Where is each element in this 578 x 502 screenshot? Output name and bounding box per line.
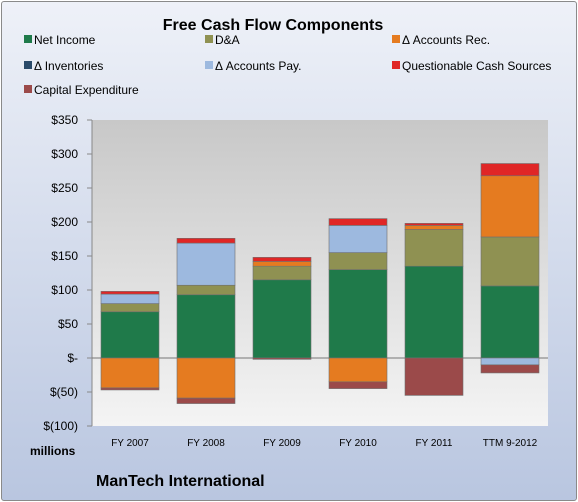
x-tick-label: FY 2010 — [339, 438, 377, 449]
x-tick-label: FY 2007 — [111, 438, 149, 449]
x-tick-label: FY 2011 — [416, 438, 453, 449]
bar-segment — [328, 269, 388, 359]
bar-segment — [480, 285, 540, 359]
bar-segment — [252, 357, 312, 360]
y-tick-label: $350 — [51, 113, 78, 127]
bar-segment — [404, 225, 464, 230]
y-tick-label: $100 — [51, 283, 78, 297]
legend-label: Capital Expenditure — [34, 83, 139, 97]
bar-segment — [480, 364, 540, 374]
bar-segment — [328, 252, 388, 270]
bar-segment — [252, 279, 312, 359]
bar-segment — [100, 291, 160, 295]
legend-label: Δ Inventories — [34, 59, 103, 73]
x-tick-label: FY 2009 — [263, 438, 301, 449]
bar-segment — [404, 265, 464, 359]
legend-swatch — [24, 85, 32, 93]
bars — [92, 163, 548, 404]
bar-segment — [252, 261, 312, 267]
bar-segment — [100, 357, 160, 389]
legend: Net Income D&A Δ Accounts Rec. Δ Inventorie… — [24, 33, 551, 97]
y-tick-label: $150 — [51, 249, 78, 263]
bar-segment — [252, 265, 312, 281]
legend-swatch — [392, 35, 400, 43]
bar-segment — [176, 397, 236, 404]
chart-title: Free Cash Flow Components — [163, 17, 384, 34]
bar-segment — [176, 294, 236, 359]
y-tick-label: $200 — [51, 215, 78, 229]
bar-segment — [480, 236, 540, 287]
legend-label: Net Income — [34, 33, 96, 47]
x-tick-label: FY 2008 — [187, 438, 225, 449]
x-axis: FY 2007 FY 2008 FY 2009 FY 2010 FY 2011 TTM 9… — [111, 438, 537, 449]
legend-label: Δ Accounts Pay. — [215, 59, 302, 73]
y-tick-label: $250 — [51, 181, 78, 195]
bar-segment — [176, 284, 236, 296]
y-tick-label: $(50) — [50, 385, 78, 399]
bar-segment — [328, 218, 388, 226]
legend-label: D&A — [215, 33, 240, 47]
bar-segment — [252, 257, 312, 262]
bar-segment — [404, 223, 464, 226]
company-name: ManTech International — [96, 473, 265, 490]
y-tick-label: $(100) — [43, 419, 78, 433]
bar-segment — [100, 311, 160, 359]
bar-segment — [176, 238, 236, 244]
y-axis-label: millions — [30, 444, 76, 458]
bar-segment — [100, 293, 160, 304]
bar-segment — [176, 357, 236, 399]
plot-area — [92, 120, 548, 426]
y-tick-label: $300 — [51, 147, 78, 161]
y-tick-label: $50 — [58, 317, 78, 331]
bar-segment — [100, 387, 160, 391]
legend-label: Questionable Cash Sources — [402, 59, 551, 73]
legend-label: Δ Accounts Rec. — [402, 33, 490, 47]
legend-swatch — [205, 35, 213, 43]
bar-segment — [176, 242, 236, 286]
legend-swatch — [392, 61, 400, 69]
legend-swatch — [24, 35, 32, 43]
y-axis: $350 $300 $250 $200 $150 $100 $50 $- $(50) $(100) — [43, 113, 93, 433]
bar-segment — [404, 357, 464, 396]
legend-swatch — [205, 61, 213, 69]
x-tick-label: TTM 9-2012 — [483, 438, 538, 449]
bar-segment — [480, 357, 540, 366]
bar-segment — [404, 229, 464, 267]
bar-segment — [328, 225, 388, 253]
legend-swatch — [24, 61, 32, 69]
bar-segment — [480, 175, 540, 238]
bar-segment — [480, 163, 540, 177]
bar-segment — [100, 303, 160, 313]
bar-segment — [328, 381, 388, 389]
y-tick-label: $- — [67, 351, 78, 365]
bar-segment — [328, 357, 388, 383]
